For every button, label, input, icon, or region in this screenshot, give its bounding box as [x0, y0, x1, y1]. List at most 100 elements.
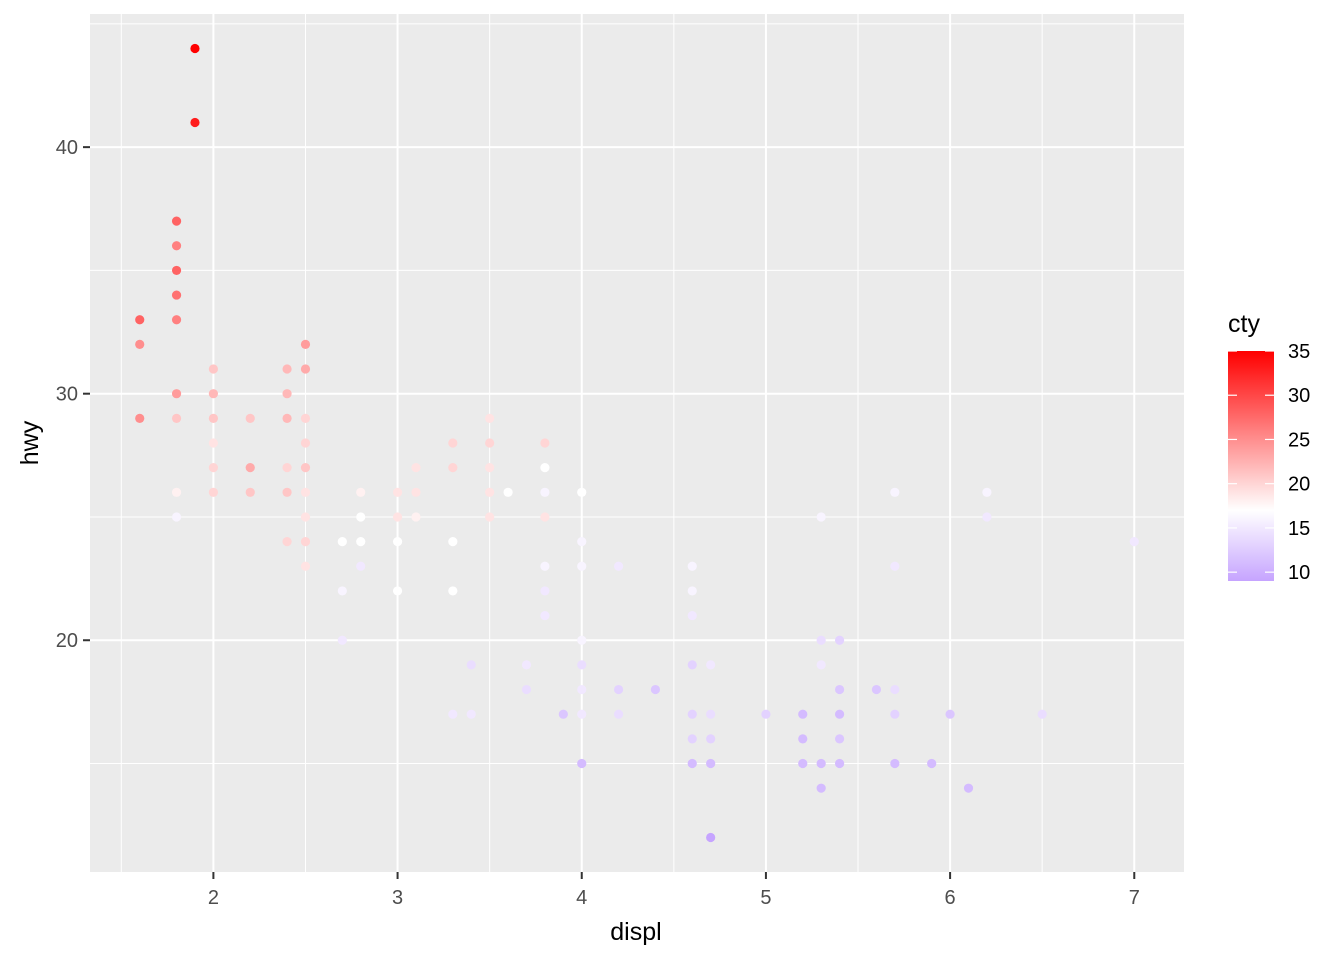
data-point: [300, 339, 311, 349]
data-point: [282, 413, 292, 423]
data-point: [816, 783, 826, 793]
data-point: [687, 734, 697, 744]
x-tick-label: 6: [945, 887, 956, 909]
data-point: [613, 561, 624, 571]
x-axis: 2 3 4 5 6 7: [208, 872, 1140, 909]
data-point: [466, 660, 476, 670]
data-point: [282, 487, 292, 497]
legend-tick-label: 15: [1288, 518, 1310, 540]
data-point: [356, 561, 366, 571]
x-tick-label: 4: [576, 887, 587, 909]
legend-tick-label: 20: [1288, 474, 1310, 496]
data-point: [706, 709, 716, 719]
data-point: [392, 487, 403, 497]
data-point: [466, 709, 476, 719]
data-point: [171, 241, 182, 251]
data-point: [577, 758, 587, 769]
data-point: [540, 463, 550, 473]
data-point: [171, 487, 182, 497]
data-point: [282, 537, 292, 547]
data-point: [834, 709, 845, 719]
data-point: [208, 389, 218, 399]
x-tick-label: 3: [392, 887, 403, 909]
data-point: [521, 684, 532, 695]
data-point: [816, 660, 826, 670]
data-point: [798, 709, 808, 719]
y-tick-label: 40: [56, 137, 78, 159]
legend-tick-label: 30: [1288, 385, 1310, 407]
legend-tick-label: 25: [1288, 429, 1310, 451]
data-point: [706, 660, 716, 670]
y-tick-label: 20: [56, 630, 78, 652]
data-point: [890, 561, 900, 571]
data-point: [300, 487, 311, 497]
data-point: [540, 512, 550, 522]
data-point: [816, 758, 826, 769]
y-tick-label: 30: [56, 384, 78, 406]
data-point: [485, 512, 495, 522]
data-point: [448, 438, 458, 448]
data-point: [356, 487, 366, 497]
data-point: [135, 413, 145, 423]
data-point: [706, 832, 716, 843]
data-point: [208, 438, 218, 448]
data-point: [356, 512, 366, 522]
x-tick-label: 7: [1129, 887, 1140, 909]
x-tick-label: 2: [208, 887, 219, 909]
data-point: [687, 758, 697, 769]
data-point: [485, 463, 495, 473]
data-point: [337, 586, 347, 596]
plot-panel: [90, 14, 1184, 872]
color-legend: cty 10 15 20 25 30 35: [1228, 310, 1310, 584]
data-point: [577, 660, 587, 670]
data-point: [300, 413, 311, 423]
data-point: [798, 758, 808, 769]
data-point: [540, 487, 550, 497]
data-point: [577, 561, 587, 571]
data-point: [798, 734, 808, 744]
data-point: [300, 512, 311, 522]
data-point: [485, 413, 495, 423]
data-point: [171, 512, 182, 522]
data-point: [687, 660, 697, 670]
data-point: [135, 315, 145, 325]
data-point: [1037, 709, 1047, 719]
data-point: [392, 586, 403, 596]
data-point: [282, 463, 292, 473]
data-point: [982, 512, 992, 522]
data-point: [834, 635, 845, 645]
data-point: [890, 758, 900, 769]
data-point: [540, 610, 550, 621]
legend-title: cty: [1228, 310, 1260, 338]
data-point: [706, 758, 716, 769]
data-point: [411, 463, 421, 473]
data-point: [558, 709, 568, 719]
data-point: [871, 684, 882, 695]
data-point: [834, 758, 845, 769]
data-point: [208, 487, 218, 497]
data-point: [963, 783, 974, 793]
data-point: [171, 216, 182, 226]
data-point: [945, 709, 955, 719]
data-point: [577, 635, 587, 645]
minor-gridlines: [90, 14, 1184, 872]
data-point: [300, 364, 311, 374]
data-point: [485, 438, 495, 448]
data-point: [448, 709, 458, 719]
data-point: [687, 586, 697, 596]
data-point: [411, 487, 421, 497]
data-point: [650, 684, 661, 695]
data-point: [300, 463, 311, 473]
data-point: [208, 463, 218, 473]
data-point: [521, 660, 532, 670]
data-point: [927, 758, 937, 769]
legend-tick-label: 10: [1288, 562, 1310, 584]
data-point: [245, 463, 255, 473]
data-point: [171, 265, 182, 276]
data-point: [687, 610, 697, 621]
data-point: [540, 586, 550, 596]
data-point: [687, 561, 697, 571]
data-point: [300, 537, 311, 547]
data-point: [485, 487, 495, 497]
data-point: [613, 684, 624, 695]
